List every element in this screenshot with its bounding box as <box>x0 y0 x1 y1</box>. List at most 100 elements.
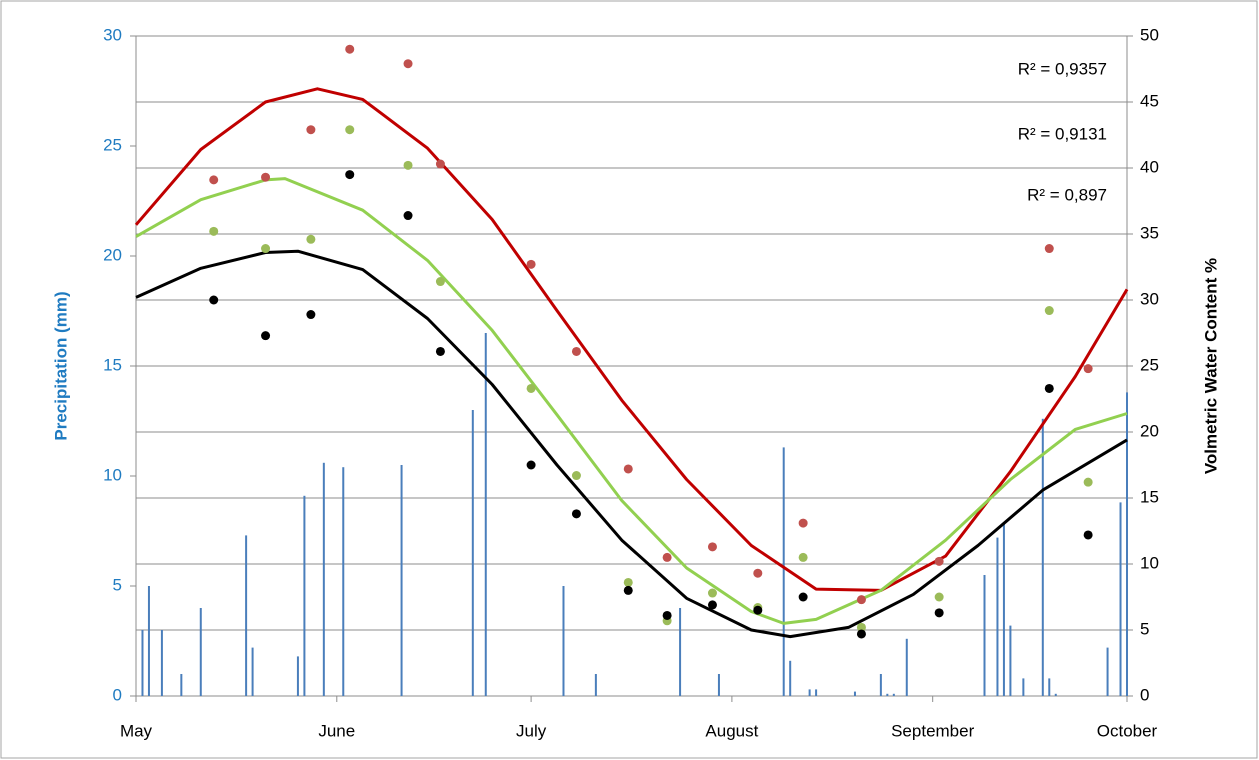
bar <box>160 630 163 696</box>
bar <box>303 495 306 696</box>
point <box>707 600 717 610</box>
bar <box>782 447 785 696</box>
y2-tick-label: 40 <box>1140 157 1159 176</box>
y-tick-label: 30 <box>103 25 122 44</box>
annotation: R² = 0,9131 <box>1018 124 1107 143</box>
bar <box>905 638 908 696</box>
bar <box>1119 502 1122 696</box>
point <box>571 509 581 519</box>
point <box>261 172 271 182</box>
trend-line <box>134 87 1129 592</box>
bar <box>147 586 150 696</box>
point <box>435 277 445 287</box>
bar <box>342 467 345 696</box>
point <box>261 244 271 254</box>
trend-line <box>135 177 1128 625</box>
y-tick-label: 15 <box>103 355 122 374</box>
y-tick-label: 25 <box>103 135 122 154</box>
bar <box>562 586 565 696</box>
point <box>306 234 316 244</box>
bar <box>322 462 325 696</box>
point <box>345 44 355 54</box>
point <box>662 552 672 562</box>
x-tick-label: July <box>516 721 547 740</box>
point <box>623 585 633 595</box>
bar <box>808 689 811 696</box>
bar <box>1009 625 1012 696</box>
y2-tick-label: 10 <box>1140 553 1159 572</box>
point <box>526 460 536 470</box>
x-tick-label: June <box>318 721 355 740</box>
bar <box>400 465 403 696</box>
bar <box>245 535 248 696</box>
point <box>934 592 944 602</box>
y2-tick-label: 15 <box>1140 487 1159 506</box>
bar <box>853 691 856 696</box>
point <box>571 346 581 356</box>
bar <box>983 575 986 696</box>
point <box>1083 477 1093 487</box>
point <box>662 610 672 620</box>
bar <box>199 608 202 696</box>
point <box>403 211 413 221</box>
annotation: R² = 0,9357 <box>1018 59 1107 78</box>
y2-tick-label: 20 <box>1140 421 1159 440</box>
y-tick-label: 0 <box>113 685 122 704</box>
y-tick-label: 5 <box>113 575 122 594</box>
point <box>1083 530 1093 540</box>
point <box>261 331 271 341</box>
y2-tick-label: 45 <box>1140 91 1159 110</box>
point <box>526 383 536 393</box>
point <box>526 259 536 269</box>
y2-tick-label: 50 <box>1140 25 1159 44</box>
bar <box>484 333 487 696</box>
bar <box>141 630 144 696</box>
point <box>798 518 808 528</box>
point <box>403 59 413 69</box>
point <box>753 568 763 578</box>
trend-line <box>135 249 1128 639</box>
point <box>856 595 866 605</box>
bar <box>996 537 999 696</box>
bar <box>717 674 720 696</box>
y2-tick-label: 0 <box>1140 685 1149 704</box>
point <box>707 542 717 552</box>
point <box>571 471 581 481</box>
y-tick-label: 10 <box>103 465 122 484</box>
point <box>707 588 717 598</box>
x-tick-label: August <box>705 721 758 740</box>
point <box>1044 244 1054 254</box>
point <box>209 175 219 185</box>
annotation: R² = 0,897 <box>1027 185 1107 204</box>
bar <box>1054 693 1057 696</box>
bar <box>471 410 474 696</box>
bar <box>1002 522 1005 696</box>
point <box>306 310 316 320</box>
point <box>753 605 763 615</box>
bar <box>296 656 299 696</box>
bar <box>679 608 682 696</box>
y2-tick-label: 35 <box>1140 223 1159 242</box>
x-tick-label: September <box>891 721 974 740</box>
bar <box>789 660 792 696</box>
bar <box>1048 678 1051 696</box>
bar <box>251 647 254 696</box>
y2-tick-label: 25 <box>1140 355 1159 374</box>
bar <box>594 674 597 696</box>
bar <box>1041 418 1044 696</box>
y2-axis-title: Volmetric Water Content % <box>1201 258 1220 474</box>
bar <box>815 689 818 696</box>
x-tick-label: May <box>120 721 153 740</box>
point <box>403 160 413 170</box>
point <box>435 159 445 169</box>
x-tick-label: October <box>1097 721 1158 740</box>
bar <box>1106 647 1109 696</box>
y-axis-title: Precipitation (mm) <box>51 291 70 440</box>
bar <box>879 674 882 696</box>
y2-tick-label: 5 <box>1140 619 1149 638</box>
point <box>798 592 808 602</box>
point <box>934 608 944 618</box>
